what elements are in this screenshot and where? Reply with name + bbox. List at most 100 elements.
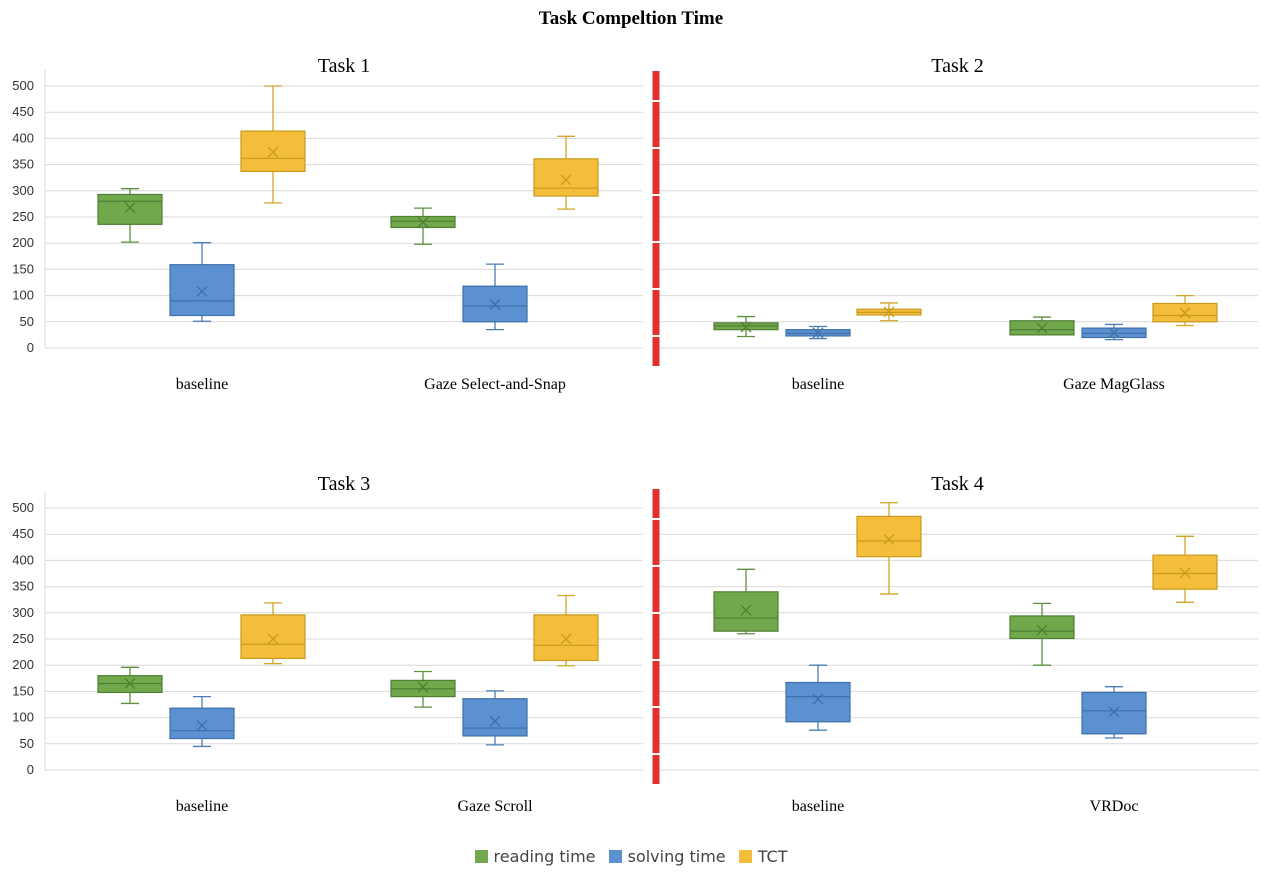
mean-marker	[124, 202, 136, 214]
box-tct	[533, 135, 599, 210]
box-iqr	[533, 158, 599, 197]
legend-swatch-solving-time	[608, 850, 622, 863]
mean-marker	[1108, 327, 1120, 339]
legend-item-tct: TCT	[738, 847, 788, 866]
box-iqr	[713, 591, 779, 632]
mean-marker	[1179, 567, 1191, 579]
mean-marker	[812, 327, 824, 339]
mean-marker	[560, 174, 572, 186]
box-reading-time	[713, 568, 779, 635]
box-reading-time	[97, 666, 163, 705]
mean-marker	[196, 285, 208, 297]
mean-marker	[1108, 706, 1120, 718]
y-tick-label: 200	[12, 657, 34, 672]
box-iqr	[1152, 554, 1218, 590]
box-iqr	[169, 264, 235, 317]
box-iqr	[1009, 615, 1075, 640]
box-iqr	[533, 614, 599, 662]
legend-item-solving-time: solving time	[608, 847, 726, 866]
mean-marker	[740, 321, 752, 333]
legend-item-reading-time: reading time	[474, 847, 596, 866]
box-tct	[1152, 535, 1218, 603]
y-tick-label: 450	[12, 526, 34, 541]
legend-label: solving time	[627, 847, 726, 866]
mean-marker	[417, 681, 429, 693]
mean-marker	[1179, 307, 1191, 319]
legend-label: reading time	[493, 847, 596, 866]
y-tick-label: 400	[12, 552, 34, 567]
y-tick-label: 250	[12, 631, 34, 646]
box-iqr	[169, 707, 235, 740]
legend-swatch-tct	[738, 850, 752, 863]
mean-marker	[883, 306, 895, 318]
panel-title: Task 1	[318, 55, 370, 77]
panel-title: Task 3	[318, 473, 370, 495]
mean-marker	[267, 633, 279, 645]
box-tct	[1152, 294, 1218, 327]
y-tick-label: 100	[12, 710, 34, 725]
mean-marker	[883, 533, 895, 545]
mean-marker	[812, 693, 824, 705]
y-tick-label: 150	[12, 261, 34, 276]
box-tct	[856, 502, 922, 595]
mean-marker	[489, 715, 501, 727]
y-tick-label: 400	[12, 130, 34, 145]
y-tick-label: 200	[12, 235, 34, 250]
y-tick-label: 500	[12, 500, 34, 515]
category-label: Gaze MagGlass	[1063, 376, 1165, 393]
box-solving-time	[462, 263, 528, 331]
legend-swatch-reading-time	[474, 850, 488, 863]
mean-marker	[740, 604, 752, 616]
chart-title: Task Compeltion Time	[538, 8, 724, 29]
box-solving-time	[462, 690, 528, 746]
box-tct	[533, 594, 599, 667]
box-iqr	[97, 193, 163, 225]
box-iqr	[856, 515, 922, 558]
legend: reading time solving time TCT	[0, 847, 1262, 867]
category-label: baseline	[176, 376, 228, 393]
mean-marker	[196, 720, 208, 731]
y-tick-label: 300	[12, 605, 34, 620]
y-tick-label: 500	[12, 78, 34, 93]
panel-task-1: 0 50 100 150 200 250 300 350 400 450 500 Task 1 base…	[12, 55, 643, 393]
y-tick-label: 0	[27, 340, 34, 355]
category-label: baseline	[792, 376, 844, 393]
mean-marker	[124, 678, 136, 689]
box-reading-time	[1009, 602, 1075, 666]
y-tick-label: 50	[20, 314, 34, 329]
mean-marker	[560, 633, 572, 645]
y-tick-label: 0	[27, 762, 34, 777]
box-reading-time	[97, 188, 163, 243]
box-reading-time	[713, 315, 779, 338]
category-label: VRDoc	[1090, 798, 1139, 815]
mean-marker	[267, 146, 279, 158]
y-tick-label: 250	[12, 209, 34, 224]
legend-label: TCT	[757, 847, 788, 866]
box-iqr	[240, 614, 306, 659]
box-solving-time	[169, 695, 235, 748]
box-reading-time	[390, 670, 456, 708]
mean-marker	[1036, 322, 1048, 334]
mean-marker	[417, 216, 429, 228]
box-solving-time	[169, 242, 235, 322]
category-label: baseline	[792, 798, 844, 815]
y-tick-label: 450	[12, 104, 34, 119]
panel-title: Task 2	[931, 55, 983, 77]
category-label: Gaze Scroll	[457, 798, 533, 815]
y-tick-label: 350	[12, 579, 34, 594]
y-tick-label: 300	[12, 183, 34, 198]
box-iqr	[462, 698, 528, 737]
panel-task-4: Task 4 baseline VRDoc	[657, 473, 1258, 815]
panel-task-3: 0 50 100 150 200 250 300 350 400 450 500 Task 3 base…	[12, 473, 643, 815]
panel-title: Task 4	[931, 473, 983, 495]
category-label: Gaze Select-and-Snap	[424, 376, 566, 393]
category-label: baseline	[176, 798, 228, 815]
box-solving-time	[1081, 686, 1147, 739]
box-reading-time	[1009, 316, 1075, 336]
box-solving-time	[785, 325, 851, 340]
mean-marker	[1036, 624, 1048, 636]
box-iqr	[785, 681, 851, 723]
box-solving-time	[1081, 323, 1147, 341]
y-tick-label: 100	[12, 288, 34, 303]
